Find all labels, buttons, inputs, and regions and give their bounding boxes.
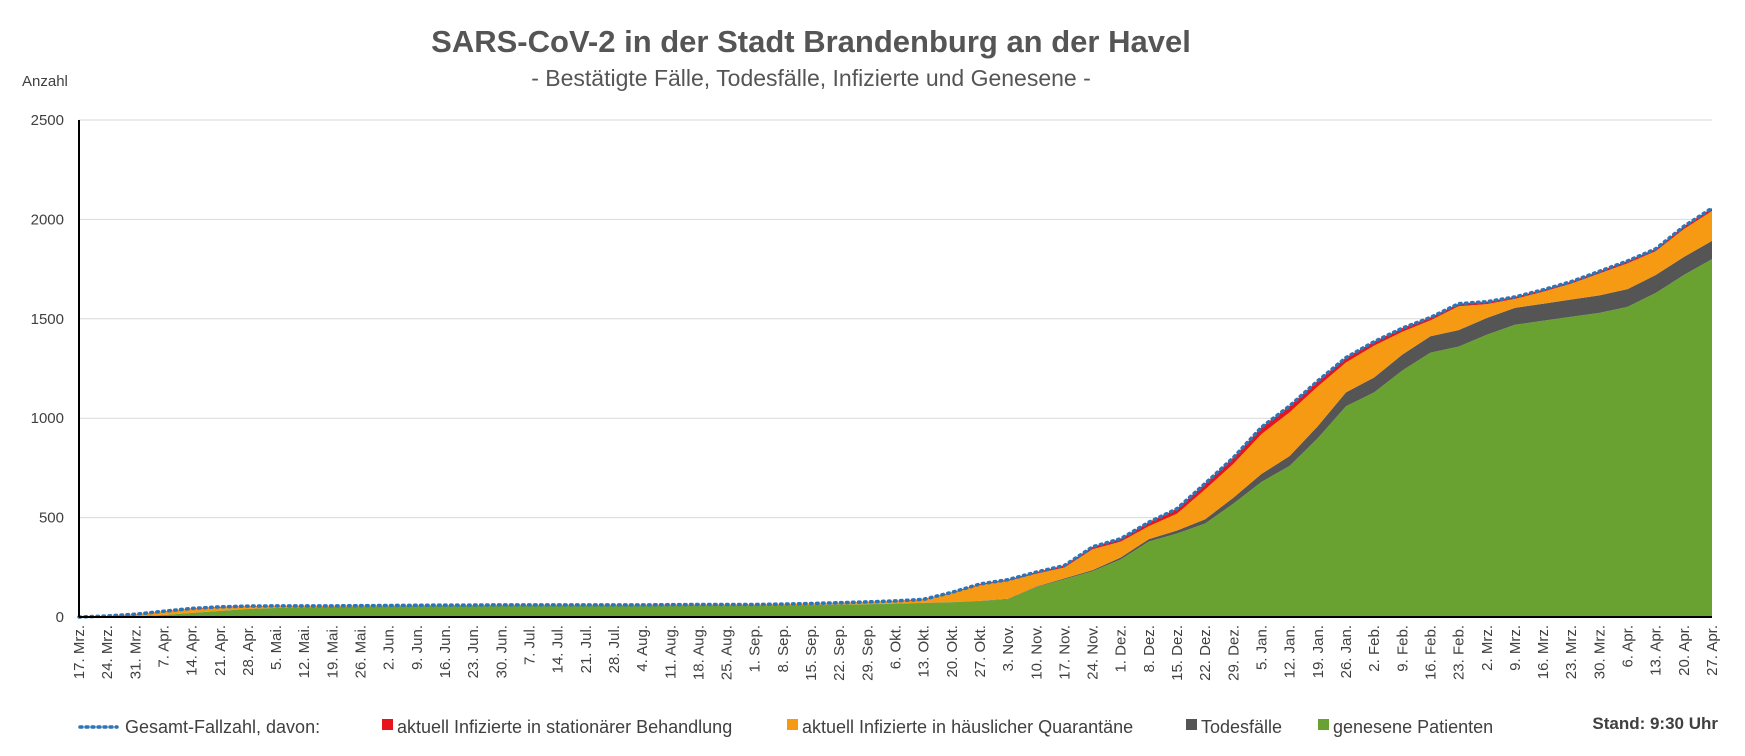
x-tick-label-37: 1. Dez. xyxy=(1113,625,1130,673)
x-tick-label-45: 26. Jan. xyxy=(1338,625,1355,678)
x-tick-label-0: 17. Mrz. xyxy=(71,625,88,679)
x-tick-label-11: 2. Jun. xyxy=(381,625,398,670)
x-tick-label-38: 8. Dez. xyxy=(1141,625,1158,673)
x-tick-label-4: 14. Apr. xyxy=(184,625,201,676)
x-tick-label-25: 8. Sep. xyxy=(775,625,792,673)
x-tick-label-10: 26. Mai. xyxy=(353,625,370,678)
y-tick-label-3: 1500 xyxy=(31,311,64,328)
total-series-line xyxy=(77,206,1714,619)
x-tick-label-47: 9. Feb. xyxy=(1394,625,1411,672)
x-tick-label-3: 7. Apr. xyxy=(155,625,172,668)
stand-timestamp: Stand: 9:30 Uhr xyxy=(1592,714,1718,733)
x-tick-label-57: 20. Apr. xyxy=(1676,625,1693,676)
axes xyxy=(78,120,1712,618)
x-tick-label-5: 21. Apr. xyxy=(212,625,229,676)
x-tick-label-54: 30. Mrz. xyxy=(1591,625,1608,679)
x-tick-label-1: 24. Mrz. xyxy=(99,625,116,679)
legend-item-todesfaelle: Todesfälle xyxy=(1186,717,1282,737)
total-line xyxy=(77,206,1714,619)
x-tick-labels: 17. Mrz. 24. Mrz. 31. Mrz. 7. Apr. 14. Apr. 2… xyxy=(71,625,1721,681)
legend-label-todesfaelle: Todesfälle xyxy=(1201,717,1282,737)
legend-label-total: Gesamt-Fallzahl, davon: xyxy=(125,717,320,737)
x-tick-label-41: 29. Dez. xyxy=(1225,625,1242,681)
x-tick-label-44: 19. Jan. xyxy=(1310,625,1327,678)
x-tick-label-16: 7. Jul. xyxy=(521,625,538,665)
x-tick-label-18: 21. Jul. xyxy=(578,625,595,673)
x-tick-label-13: 16. Jun. xyxy=(437,625,454,678)
area-series-0 xyxy=(79,259,1712,617)
x-tick-label-36: 24. Nov. xyxy=(1085,625,1102,680)
x-tick-label-26: 15. Sep. xyxy=(803,625,820,681)
y-tick-label-5: 2500 xyxy=(31,112,64,129)
x-tick-label-14: 23. Jun. xyxy=(465,625,482,678)
y-tick-label-2: 1000 xyxy=(31,410,64,427)
x-tick-label-6: 28. Apr. xyxy=(240,625,257,676)
x-tick-label-43: 12. Jan. xyxy=(1282,625,1299,678)
x-tick-label-48: 16. Feb. xyxy=(1422,625,1439,680)
legend-swatch-stationaer xyxy=(382,719,393,730)
x-tick-label-2: 31. Mrz. xyxy=(127,625,144,679)
chart-title: SARS-CoV-2 in der Stadt Brandenburg an d… xyxy=(431,24,1191,59)
legend-label-quarantaene: aktuell Infizierte in häuslicher Quarant… xyxy=(802,717,1133,737)
legend-item-stationaer: aktuell Infizierte in stationärer Behand… xyxy=(382,717,732,737)
x-tick-label-56: 13. Apr. xyxy=(1648,625,1665,676)
x-tick-label-20: 4. Aug. xyxy=(634,625,651,672)
x-tick-label-35: 17. Nov. xyxy=(1056,625,1073,680)
x-tick-label-42: 5. Jan. xyxy=(1254,625,1271,670)
x-tick-label-49: 23. Feb. xyxy=(1451,625,1468,680)
y-tick-label-4: 2000 xyxy=(31,211,64,228)
x-tick-label-23: 25. Aug. xyxy=(719,625,736,680)
legend-label-genesene: genesene Patienten xyxy=(1333,717,1493,737)
legend-swatch-genesene xyxy=(1318,719,1329,730)
x-tick-label-46: 2. Feb. xyxy=(1366,625,1383,672)
legend-item-quarantaene: aktuell Infizierte in häuslicher Quarant… xyxy=(787,717,1133,737)
x-tick-label-51: 9. Mrz. xyxy=(1507,625,1524,671)
x-tick-label-31: 20. Okt. xyxy=(944,625,961,678)
chart-subtitle: - Bestätigte Fälle, Todesfälle, Infizier… xyxy=(531,65,1091,91)
x-tick-label-34: 10. Nov. xyxy=(1028,625,1045,680)
y-tick-labels: 0 500 1000 1500 2000 2500 xyxy=(31,112,64,626)
x-tick-label-24: 1. Sep. xyxy=(747,625,764,673)
x-tick-label-9: 19. Mai. xyxy=(324,625,341,678)
y-tick-label-0: 0 xyxy=(56,609,64,626)
x-tick-label-32: 27. Okt. xyxy=(972,625,989,678)
legend-swatch-todesfaelle xyxy=(1186,719,1197,730)
x-tick-label-28: 29. Sep. xyxy=(859,625,876,681)
x-tick-label-58: 27. Apr. xyxy=(1704,625,1721,676)
legend-item-genesene: genesene Patienten xyxy=(1318,717,1493,737)
x-tick-label-50: 2. Mrz. xyxy=(1479,625,1496,671)
legend: Gesamt-Fallzahl, davon: aktuell Infizier… xyxy=(78,717,1493,737)
x-tick-label-39: 15. Dez. xyxy=(1169,625,1186,681)
legend-swatch-quarantaene xyxy=(787,719,798,730)
x-tick-label-33: 3. Nov. xyxy=(1000,625,1017,671)
x-tick-label-29: 6. Okt. xyxy=(888,625,905,669)
y-tick-label-1: 500 xyxy=(39,510,64,527)
x-tick-label-52: 16. Mrz. xyxy=(1535,625,1552,679)
x-tick-label-53: 23. Mrz. xyxy=(1563,625,1580,679)
x-tick-label-21: 11. Aug. xyxy=(662,625,679,679)
x-tick-label-27: 22. Sep. xyxy=(831,625,848,681)
x-tick-label-12: 9. Jun. xyxy=(409,625,426,670)
x-tick-label-30: 13. Okt. xyxy=(916,625,933,678)
y-axis-label: Anzahl xyxy=(22,73,68,90)
x-tick-label-7: 5. Mai. xyxy=(268,625,285,670)
x-tick-label-19: 28. Jul. xyxy=(606,625,623,673)
x-tick-label-22: 18. Aug. xyxy=(690,625,707,680)
x-tick-label-17: 14. Jul. xyxy=(550,625,567,673)
x-tick-label-55: 6. Apr. xyxy=(1620,625,1637,668)
legend-item-total: Gesamt-Fallzahl, davon: xyxy=(78,717,320,737)
legend-label-stationaer: aktuell Infizierte in stationärer Behand… xyxy=(397,717,732,737)
stacked-areas xyxy=(79,208,1712,618)
x-tick-label-15: 30. Jun. xyxy=(493,625,510,678)
x-tick-label-8: 12. Mai. xyxy=(296,625,313,678)
x-tick-label-40: 22. Dez. xyxy=(1197,625,1214,681)
